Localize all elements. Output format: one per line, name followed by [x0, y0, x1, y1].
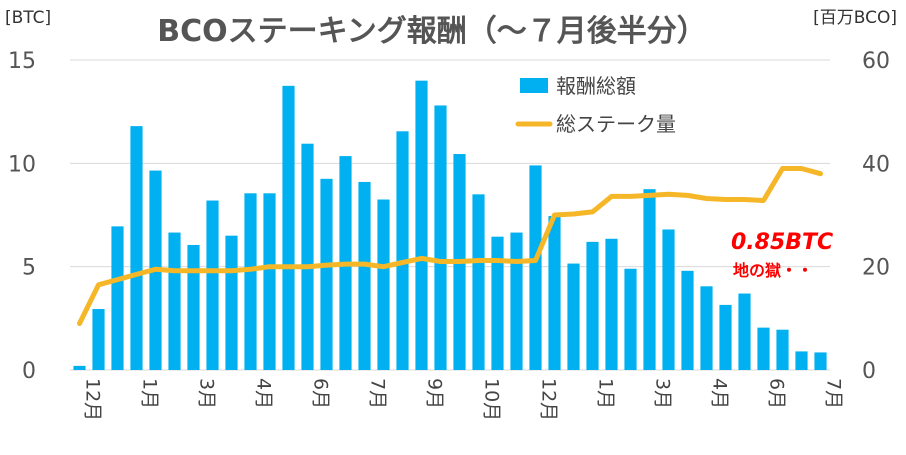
x-tick-label: 3月: [652, 378, 674, 409]
x-tick-text: 7月: [367, 378, 389, 409]
x-tick-label: 4月: [709, 378, 731, 409]
reward-bar: [111, 226, 124, 370]
reward-bar: [415, 80, 428, 371]
x-tick-label: 9月: [424, 378, 446, 409]
reward-bar: [358, 181, 371, 370]
x-tick-text: 7月: [823, 378, 845, 409]
reward-bar: [643, 189, 656, 370]
reward-bar: [187, 244, 200, 370]
x-tick-text: 12月: [538, 378, 560, 421]
chart-title: BCOステーキング報酬（～７月後半分）: [157, 14, 707, 49]
reward-bar: [168, 232, 181, 370]
x-tick-label: 12月: [82, 378, 104, 421]
reward-bar: [529, 165, 542, 370]
annotation-comment: 地の獄・・: [733, 261, 813, 280]
left-tick-label: 10: [8, 152, 36, 177]
x-tick-text: 1月: [595, 378, 617, 409]
x-tick-label: 4月: [253, 378, 275, 409]
reward-bar: [776, 329, 789, 370]
gridlines: [70, 59, 830, 371]
reward-bar: [757, 327, 770, 370]
reward-bar: [396, 131, 409, 370]
right-tick-label: 0: [862, 359, 876, 384]
stake-series-line: [77, 166, 823, 326]
reward-bar: [681, 270, 694, 370]
legend: 報酬総額 総ステーク量: [515, 74, 676, 136]
left-tick-label: 0: [22, 359, 36, 384]
reward-bar: [92, 309, 105, 370]
x-tick-text: 10月: [481, 378, 503, 421]
reward-bar: [225, 235, 238, 370]
reward-bar: [491, 236, 504, 370]
reward-bar: [472, 194, 485, 370]
x-tick-label: 1月: [139, 378, 161, 409]
reward-bar: [263, 193, 276, 370]
reward-bar: [73, 365, 86, 370]
x-tick-text: 9月: [424, 378, 446, 409]
x-tick-text: 6月: [310, 378, 332, 409]
reward-bar: [624, 268, 637, 370]
x-tick-label: 6月: [766, 378, 788, 409]
reward-bar: [719, 304, 732, 370]
x-tick-label: 7月: [823, 378, 845, 409]
legend-line-label: 総ステーク量: [556, 112, 676, 136]
x-tick-label: 7月: [367, 378, 389, 409]
reward-bar: [434, 105, 447, 370]
stake-line: [77, 166, 823, 326]
reward-bar: [377, 199, 390, 370]
reward-bar: [586, 241, 599, 370]
reward-bar: [206, 200, 219, 370]
x-tick-label: 12月: [538, 378, 560, 421]
legend-bar-swatch: [520, 78, 548, 93]
left-tick-label: 15: [8, 49, 36, 74]
right-axis-unit: [百万BCO]: [813, 8, 897, 28]
right-axis-ticks: 0 20 40 60: [862, 49, 890, 384]
x-tick-text: 3月: [652, 378, 674, 409]
x-axis-ticks: 12月 1月 3月 4月 6月 7月 9月 10月 12月 1月 3月 4月 6月 7月: [82, 378, 845, 421]
reward-bar: [605, 238, 618, 370]
x-tick-text: 3月: [196, 378, 218, 409]
reward-bar: [130, 126, 143, 370]
x-tick-label: 6月: [310, 378, 332, 409]
reward-bar: [320, 178, 333, 370]
reward-bar: [301, 143, 314, 370]
reward-bar: [244, 193, 257, 370]
reward-bar: [795, 351, 808, 370]
reward-bars: [73, 80, 827, 371]
right-tick-label: 40: [862, 152, 890, 177]
reward-bar: [548, 216, 561, 370]
x-tick-text: 4月: [253, 378, 275, 409]
reward-bar: [567, 263, 580, 370]
reward-bar: [662, 229, 675, 370]
x-tick-text: 4月: [709, 378, 731, 409]
x-tick-label: 1月: [595, 378, 617, 409]
right-tick-label: 20: [862, 256, 890, 281]
reward-bar: [738, 293, 751, 370]
reward-bar: [700, 286, 713, 370]
left-axis-unit: [BTC]: [5, 8, 51, 28]
reward-bar: [814, 352, 827, 370]
x-tick-label: 10月: [481, 378, 503, 421]
left-tick-label: 5: [22, 256, 36, 281]
reward-bar: [282, 85, 295, 370]
legend-bar-label: 報酬総額: [556, 74, 636, 98]
x-tick-text: 12月: [82, 378, 104, 421]
x-tick-text: 6月: [766, 378, 788, 409]
right-tick-label: 60: [862, 49, 890, 74]
x-tick-label: 3月: [196, 378, 218, 409]
reward-bar: [510, 232, 523, 370]
left-axis-ticks: 0 5 10 15: [8, 49, 36, 384]
annotation-btc-value: 0.85BTC: [731, 230, 833, 255]
x-tick-text: 1月: [139, 378, 161, 409]
